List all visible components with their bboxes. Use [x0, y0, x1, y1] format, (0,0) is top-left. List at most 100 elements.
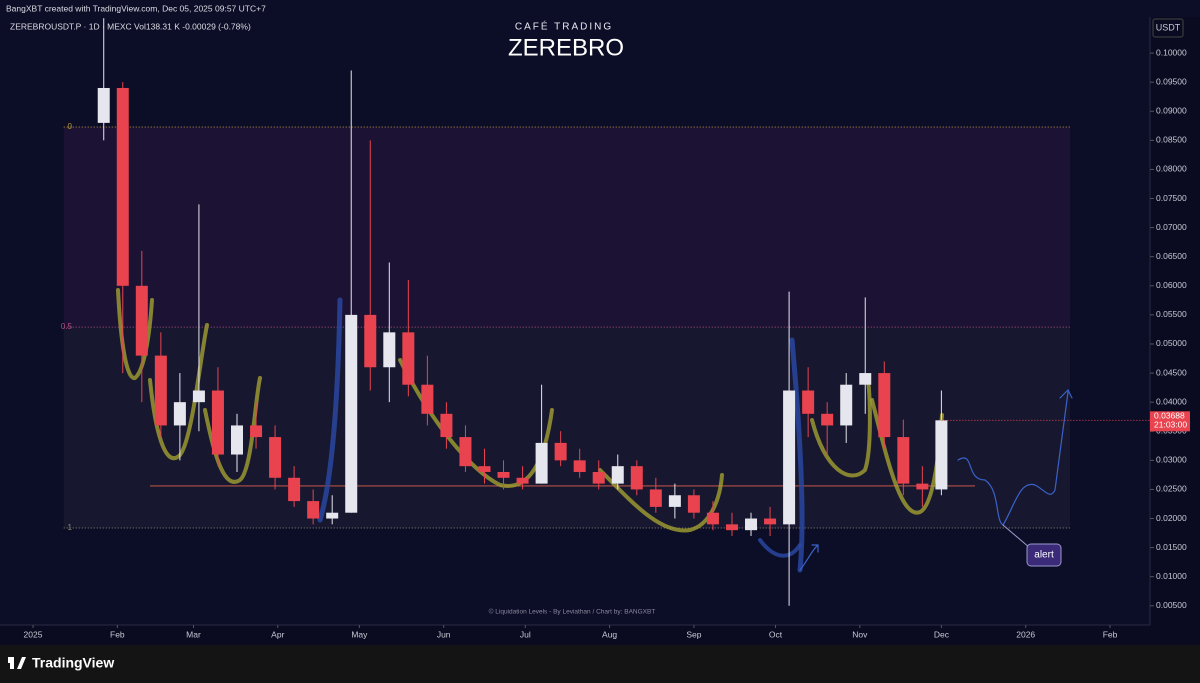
chart-title: ZEREBRO — [508, 34, 624, 61]
y-tick-label: 0.09000 — [1156, 106, 1187, 116]
candle-body — [516, 477, 529, 484]
candle-body — [421, 384, 434, 414]
candle-body — [573, 460, 586, 472]
x-tick-label: Apr — [271, 629, 284, 639]
fib-label: 0.5 — [61, 322, 73, 331]
candle-body — [592, 471, 605, 484]
candle-body — [326, 512, 339, 519]
candle-body — [173, 402, 186, 426]
candle-body — [288, 477, 301, 502]
logo-mark — [17, 657, 26, 669]
candle-body — [383, 332, 396, 368]
alert-pointer — [1002, 524, 1031, 549]
currency: USDT — [1156, 22, 1181, 32]
candle-body — [135, 285, 148, 356]
brand: TradingView — [32, 655, 114, 671]
x-tick-label: May — [351, 629, 368, 639]
x-tick-label: Jul — [520, 629, 531, 639]
candle-body — [497, 471, 510, 478]
blue-curve — [789, 337, 805, 573]
yellow-curve — [810, 378, 872, 478]
candle-body — [859, 373, 872, 385]
candle-body — [802, 390, 815, 414]
y-tick-label: 0.03000 — [1156, 455, 1187, 465]
candle-body — [345, 314, 358, 513]
candle-body — [840, 384, 853, 426]
candle-body — [916, 483, 929, 490]
candle-body — [269, 437, 282, 478]
candle-body — [649, 489, 662, 507]
last-price: 0.03688 — [1154, 411, 1185, 421]
x-tick-label: Sep — [686, 629, 701, 639]
candle-body — [97, 87, 110, 123]
y-tick-label: 0.04500 — [1156, 367, 1187, 377]
fib-label: 0 — [68, 122, 73, 131]
annotation: alert — [1034, 550, 1054, 561]
candle-body — [725, 524, 738, 531]
y-tick-label: 0.05500 — [1156, 309, 1187, 319]
logo-mark — [10, 659, 14, 669]
candle-body — [897, 437, 910, 484]
candle-body — [230, 425, 243, 455]
subtitle: CAFÉ TRADING — [515, 20, 613, 33]
y-tick-label: 0.07500 — [1156, 193, 1187, 203]
candle-body — [116, 87, 129, 286]
footer-note: © Liquidation Levels - By Leviathan / Ch… — [489, 608, 656, 616]
alert-box — [1026, 543, 1062, 567]
x-tick-label: Feb — [110, 629, 125, 639]
candle-body — [192, 390, 205, 403]
symbol-line: ZEREBROUSDT.P · 1D · MEXC Vol138.31 K -0… — [10, 21, 251, 31]
candle-body — [459, 437, 472, 467]
y-tick-label: 0.01500 — [1156, 542, 1187, 552]
candle-body — [668, 495, 681, 507]
candle-body — [364, 314, 377, 368]
price-axis — [1150, 17, 1200, 625]
y-tick-label: 0.08000 — [1156, 164, 1187, 174]
candle-body — [611, 466, 624, 484]
x-tick-label: 2026 — [1016, 629, 1035, 639]
yellow-curve — [598, 468, 724, 533]
blue-curve — [317, 297, 343, 523]
y-tick-label: 0.10000 — [1156, 47, 1187, 57]
candle-body — [630, 466, 643, 490]
candle-body — [307, 501, 320, 519]
y-tick-label: 0.05000 — [1156, 338, 1187, 348]
brand-logo — [8, 657, 26, 669]
candle-body — [706, 512, 719, 525]
candle-body — [554, 442, 567, 461]
header: BangXBT created with TradingView.com, De… — [6, 3, 266, 13]
currency-box — [1152, 18, 1184, 38]
candle-body — [878, 373, 891, 438]
y-tick-label: 0.00500 — [1156, 600, 1187, 610]
time-axis — [0, 625, 1200, 645]
x-tick-label: Mar — [186, 629, 201, 639]
candle-body — [154, 355, 167, 426]
fib-zone — [63, 126, 1070, 328]
fib-label: 1 — [68, 523, 73, 532]
y-tick-label: 0.02500 — [1156, 484, 1187, 494]
candle-body — [745, 518, 758, 531]
y-tick-label: 0.08500 — [1156, 135, 1187, 145]
candle-body — [250, 425, 263, 438]
y-tick-label: 0.04000 — [1156, 396, 1187, 406]
yellow-curve — [116, 288, 154, 380]
candle-body — [535, 442, 548, 484]
y-tick-label: 0.09500 — [1156, 76, 1187, 86]
candle-body — [440, 413, 453, 438]
x-tick-label: Dec — [934, 629, 950, 639]
candle-body — [687, 495, 700, 513]
x-tick-label: Feb — [1103, 629, 1118, 639]
x-tick-label: Aug — [602, 629, 617, 639]
x-tick-label: 2025 — [24, 629, 43, 639]
candle-body — [211, 390, 224, 455]
countdown: 21:03:00 — [1154, 420, 1187, 430]
x-tick-label: Nov — [852, 629, 868, 639]
candle-body — [935, 420, 948, 490]
x-tick-label: Oct — [769, 629, 783, 639]
candle-body — [764, 518, 777, 525]
y-tick-label: 0.07000 — [1156, 222, 1187, 232]
last-price-tag — [1150, 411, 1190, 432]
